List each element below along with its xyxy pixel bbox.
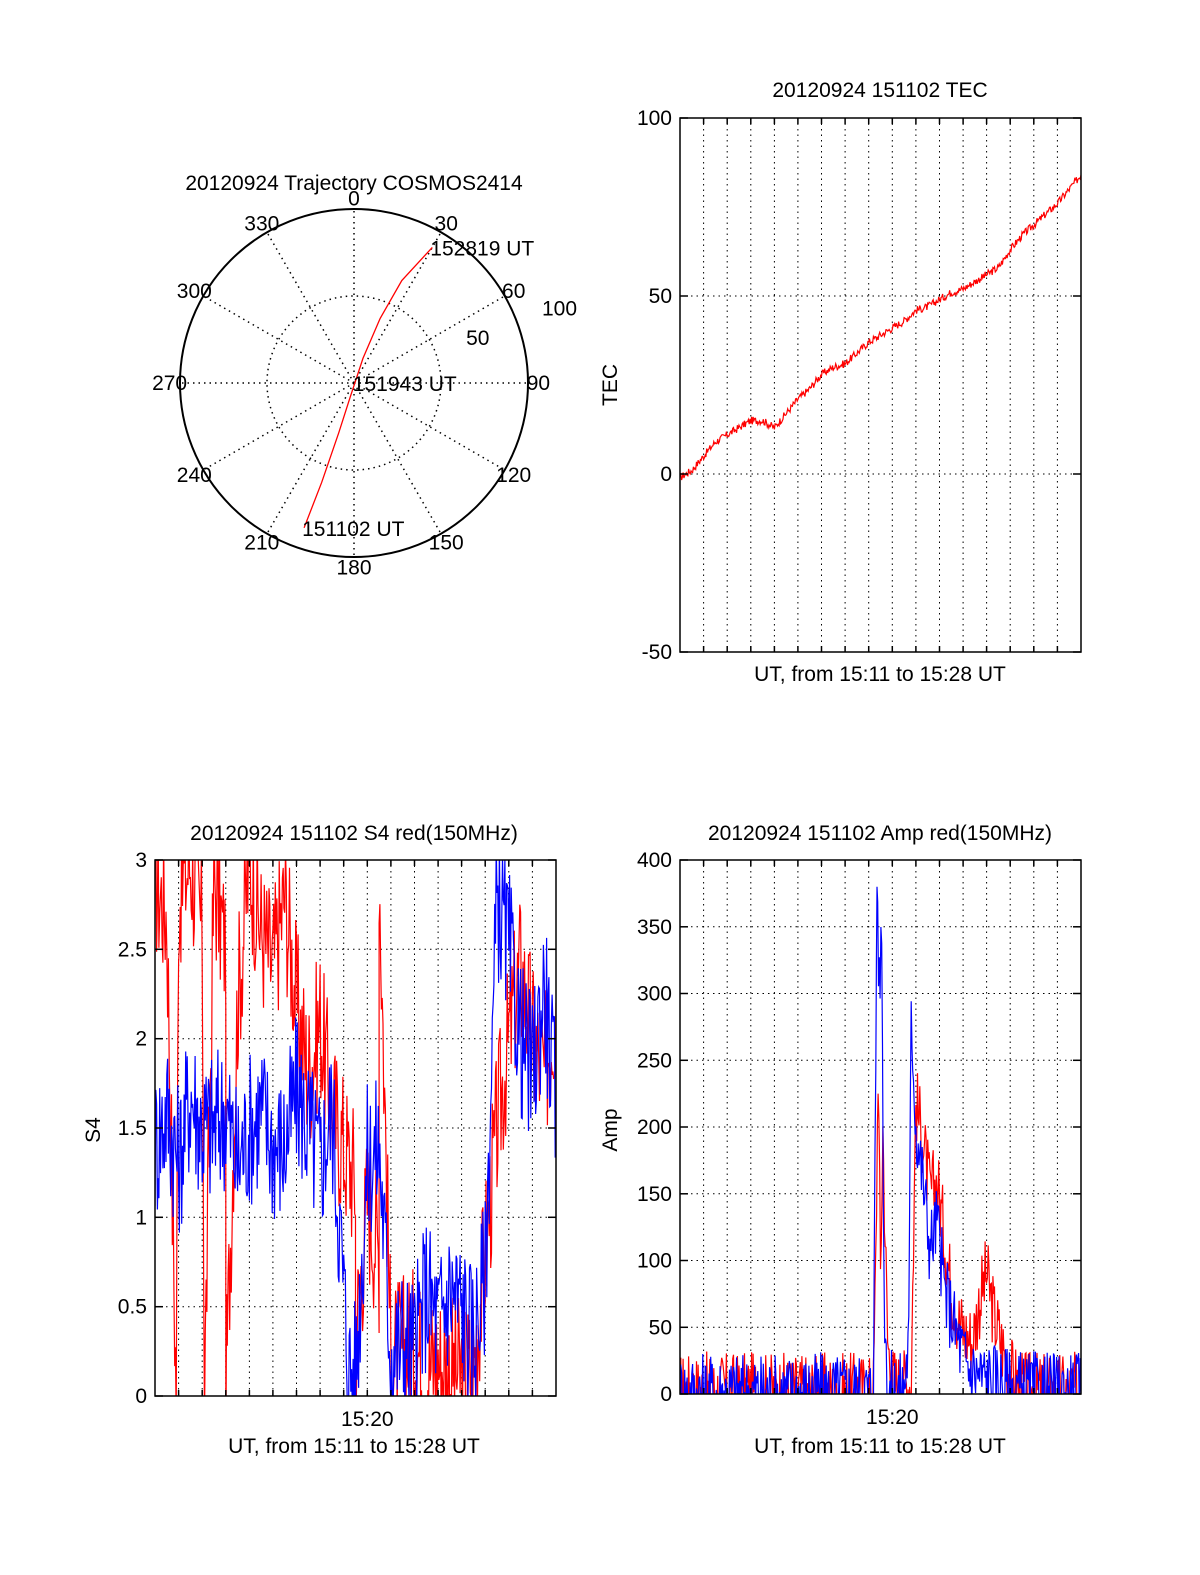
amp-title: 20120924 151102 Amp red(150MHz) [708, 822, 1052, 845]
polar-time-label-2: 151102 UT [302, 518, 405, 541]
amp-ytick-label: 150 [637, 1183, 672, 1206]
amp-ytick-label: 50 [649, 1316, 672, 1339]
s4-y-axis-label: S4 [82, 1117, 105, 1143]
polar-angle-label-330: 330 [244, 212, 279, 235]
tec-y-axis-label: TEC [599, 364, 622, 406]
polar-spoke-150 [353, 382, 442, 535]
tec-plot-frame [679, 117, 1082, 653]
polar-angle-label-60: 60 [502, 280, 525, 303]
polar-angle-label-300: 300 [177, 280, 212, 303]
polar-angle-label-150: 150 [429, 532, 464, 555]
tec-ytick-label: 0 [660, 463, 672, 486]
tec-series-line-0 [680, 174, 1081, 481]
tec-x-axis-label: UT, from 15:11 to 15:28 UT [754, 663, 1006, 686]
amp-ytick-label: 250 [637, 1049, 672, 1072]
amp-ytick-label: 300 [637, 983, 672, 1006]
trajectory-polar-chart: 20120924 Trajectory COSMOS2414 0 30 60 90 12… [152, 172, 577, 579]
polar-angle-label-0: 0 [348, 188, 360, 211]
s4-ytick-label: 2 [135, 1028, 147, 1051]
polar-spoke-240 [202, 382, 355, 471]
amp-ytick-label: 0 [660, 1383, 672, 1406]
polar-angle-label-180: 180 [336, 556, 371, 579]
amp-chart: 20120924 151102 Amp red(150MHz) 0 50 100 15… [599, 822, 1082, 1458]
s4-ytick-label: 0 [135, 1385, 147, 1408]
polar-angle-label-90: 90 [527, 372, 550, 395]
amp-xtick-label: 15:20 [866, 1406, 919, 1429]
polar-time-label-0: 152819 UT [430, 237, 534, 260]
s4-ytick-label: 1.5 [118, 1117, 147, 1140]
s4-ytick-label: 0.5 [118, 1296, 147, 1319]
s4-series-line-0 [155, 860, 556, 1396]
polar-angle-label-210: 210 [244, 532, 279, 555]
tec-title: 20120924 151102 TEC [772, 79, 987, 102]
amp-series-line-1 [680, 886, 1081, 1394]
polar-spoke-30 [353, 231, 442, 384]
amp-ytick-label: 400 [637, 849, 672, 872]
s4-ytick-label: 1 [135, 1206, 147, 1229]
polar-angle-label-30: 30 [435, 212, 458, 235]
s4-series-line-1 [155, 860, 556, 1396]
polar-angle-label-240: 240 [177, 464, 212, 487]
polar-radial-label-100: 100 [542, 298, 577, 321]
polar-angle-label-270: 270 [152, 372, 187, 395]
amp-ytick-label: 100 [637, 1250, 672, 1273]
s4-chart: 20120924 151102 S4 red(150MHz) 0 0.5 1 1.5 2… [82, 822, 557, 1458]
polar-inner-circle [266, 295, 442, 471]
s4-title: 20120924 151102 S4 red(150MHz) [190, 822, 518, 845]
s4-ytick-label: 2.5 [118, 938, 147, 961]
tec-chart: 20120924 151102 TEC -50 0 50 100 TEC UT, fr… [599, 79, 1082, 686]
tec-ytick-label: 50 [649, 285, 672, 308]
amp-ytick-label: 200 [637, 1116, 672, 1139]
s4-ytick-label: 3 [135, 849, 147, 872]
polar-angle-label-120: 120 [496, 464, 531, 487]
polar-radial-label-50: 50 [466, 327, 489, 350]
tec-ytick-label: 100 [637, 107, 672, 130]
s4-xtick-label: 15:20 [341, 1408, 394, 1431]
amp-ytick-label: 350 [637, 916, 672, 939]
polar-spoke-300 [202, 295, 355, 384]
polar-outer-circle [179, 208, 529, 558]
tec-ytick-label: -50 [642, 641, 672, 664]
trajectory-title: 20120924 Trajectory COSMOS2414 [185, 172, 523, 195]
amp-x-axis-label: UT, from 15:11 to 15:28 UT [754, 1435, 1006, 1458]
polar-time-label-1: 151943 UT [353, 373, 457, 396]
s4-x-axis-label: UT, from 15:11 to 15:28 UT [228, 1435, 480, 1458]
satellite-track-line [303, 246, 433, 529]
amp-y-axis-label: Amp [599, 1108, 622, 1151]
